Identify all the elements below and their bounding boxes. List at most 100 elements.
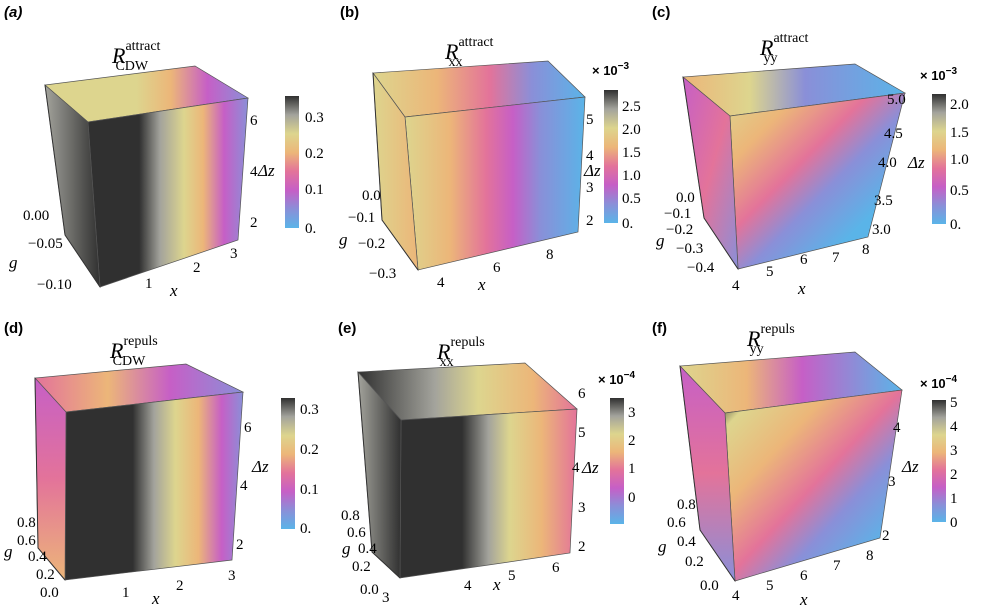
svg-text:0.6: 0.6 <box>667 515 686 531</box>
g-tick-labels: 0.0 −0.1 −0.2 −0.3 −0.4 <box>664 190 715 276</box>
z-axis-label: Δz <box>581 458 599 477</box>
svg-text:0.8: 0.8 <box>677 497 696 513</box>
svg-text:0.2: 0.2 <box>352 559 371 575</box>
svg-text:5: 5 <box>950 395 958 411</box>
svg-text:8: 8 <box>862 242 870 258</box>
svg-text:3: 3 <box>578 500 586 516</box>
cube-edge <box>34 377 66 581</box>
colorbar-multiplier: × 10−4 <box>598 370 636 387</box>
svg-text:5: 5 <box>586 112 594 128</box>
panel-c: (c) Rattract yy 4 5 6 7 8 x 0.0 −0.1 −0.2… <box>652 4 969 298</box>
svg-text:3: 3 <box>950 443 958 459</box>
svg-text:4: 4 <box>732 588 740 604</box>
colorbar-tick-labels: 0. 0.1 0.2 0.3 <box>305 110 324 237</box>
colorbar <box>932 400 946 522</box>
svg-text:3: 3 <box>230 246 238 262</box>
svg-text:2: 2 <box>193 260 201 276</box>
z-axis-label: Δz <box>901 457 919 476</box>
svg-text:−0.4: −0.4 <box>687 260 715 276</box>
cube-front-face <box>729 92 906 270</box>
svg-text:2.0: 2.0 <box>950 97 969 113</box>
svg-text:0.8: 0.8 <box>341 508 360 524</box>
g-tick-labels: 0.8 0.6 0.4 0.2 0.0 <box>341 508 379 598</box>
svg-text:−0.3: −0.3 <box>676 241 703 257</box>
svg-text:5: 5 <box>766 578 774 594</box>
svg-text:6: 6 <box>800 252 808 268</box>
x-tick-labels: 3 4 5 6 <box>382 560 560 606</box>
x-tick-labels: 4 5 6 7 8 <box>732 548 874 604</box>
panel-b-title: Rattract xx <box>444 35 494 70</box>
svg-text:0.4: 0.4 <box>358 541 377 557</box>
svg-text:−0.2: −0.2 <box>666 222 693 238</box>
svg-text:0.0: 0.0 <box>362 188 381 204</box>
svg-text:7: 7 <box>833 558 841 574</box>
panel-a-label: (a) <box>4 4 22 21</box>
g-tick-labels: 0.00 −0.05 −0.10 <box>23 208 72 293</box>
colorbar <box>604 90 618 223</box>
cube-edge <box>682 76 739 270</box>
svg-text:3: 3 <box>888 474 896 490</box>
svg-text:0.4: 0.4 <box>28 549 47 565</box>
svg-text:0.: 0. <box>622 216 633 232</box>
svg-text:6: 6 <box>250 113 258 129</box>
svg-text:4: 4 <box>240 478 248 494</box>
g-axis-label: g <box>342 539 351 558</box>
svg-text:0: 0 <box>628 490 636 506</box>
z-axis-label: Δz <box>907 153 925 172</box>
svg-text:3: 3 <box>586 180 594 196</box>
g-axis-label: g <box>4 542 13 561</box>
svg-text:3.0: 3.0 <box>872 222 891 238</box>
cube-edge <box>44 84 101 288</box>
svg-text:0.2: 0.2 <box>300 442 319 458</box>
colorbar-tick-labels: 0 1 2 3 <box>628 405 636 506</box>
svg-text:0.2: 0.2 <box>36 567 55 583</box>
svg-text:7: 7 <box>832 250 840 266</box>
z-axis-label: Δz <box>583 161 601 180</box>
x-tick-labels: 4 5 6 7 8 <box>732 242 870 294</box>
cube-edge <box>679 365 736 582</box>
cube-front-face <box>724 389 903 582</box>
svg-text:5: 5 <box>766 264 774 280</box>
svg-text:0.8: 0.8 <box>17 515 36 531</box>
x-axis-label: x <box>151 589 160 608</box>
svg-text:5: 5 <box>578 425 586 441</box>
svg-text:8: 8 <box>866 548 874 564</box>
panel-e: (e) Rrepuls xx 3 4 5 6 x 0.8 0.6 0.4 0.2 … <box>338 320 636 606</box>
cube-front-face <box>404 96 586 271</box>
panel-b: (b) Rattract xx 4 6 8 x 0.0 −0.1 −0.2 −0.… <box>339 4 641 294</box>
svg-text:6: 6 <box>800 568 808 584</box>
svg-text:0.00: 0.00 <box>23 208 49 224</box>
colorbar-tick-labels: 0. 0.1 0.2 0.3 <box>300 402 319 537</box>
z-axis-label: Δz <box>257 161 275 180</box>
svg-text:−0.3: −0.3 <box>369 266 396 282</box>
svg-text:0: 0 <box>950 515 958 531</box>
z-tick-labels: 3.0 3.5 4.0 4.5 5.0 <box>872 92 906 238</box>
svg-text:6: 6 <box>578 386 586 402</box>
colorbar <box>932 94 946 224</box>
svg-text:0.0: 0.0 <box>40 585 59 601</box>
svg-text:0.1: 0.1 <box>300 482 319 498</box>
g-tick-labels: 0.0 −0.1 −0.2 −0.3 <box>348 188 396 282</box>
svg-text:0.: 0. <box>950 217 961 233</box>
svg-text:0.: 0. <box>300 521 311 537</box>
svg-text:6: 6 <box>552 560 560 576</box>
svg-text:0.2: 0.2 <box>305 146 324 162</box>
svg-text:4.0: 4.0 <box>878 155 897 171</box>
svg-text:1.0: 1.0 <box>622 168 641 184</box>
panel-d-title: Rrepuls CDW <box>109 334 158 369</box>
g-axis-label: g <box>339 230 348 249</box>
svg-text:8: 8 <box>546 247 554 263</box>
svg-text:4: 4 <box>464 578 472 594</box>
svg-text:2: 2 <box>250 215 258 231</box>
svg-text:1: 1 <box>145 276 153 292</box>
panel-d-label: (d) <box>4 320 23 337</box>
z-axis-label: Δz <box>251 457 269 476</box>
x-tick-labels: 1 2 3 <box>122 568 236 601</box>
colorbar <box>285 96 299 228</box>
x-axis-label: x <box>477 275 486 294</box>
z-tick-labels: 2 4 6 <box>236 420 252 553</box>
cube-front-face <box>87 97 249 288</box>
panel-e-label: (e) <box>338 320 356 337</box>
svg-text:−0.2: −0.2 <box>358 236 385 252</box>
